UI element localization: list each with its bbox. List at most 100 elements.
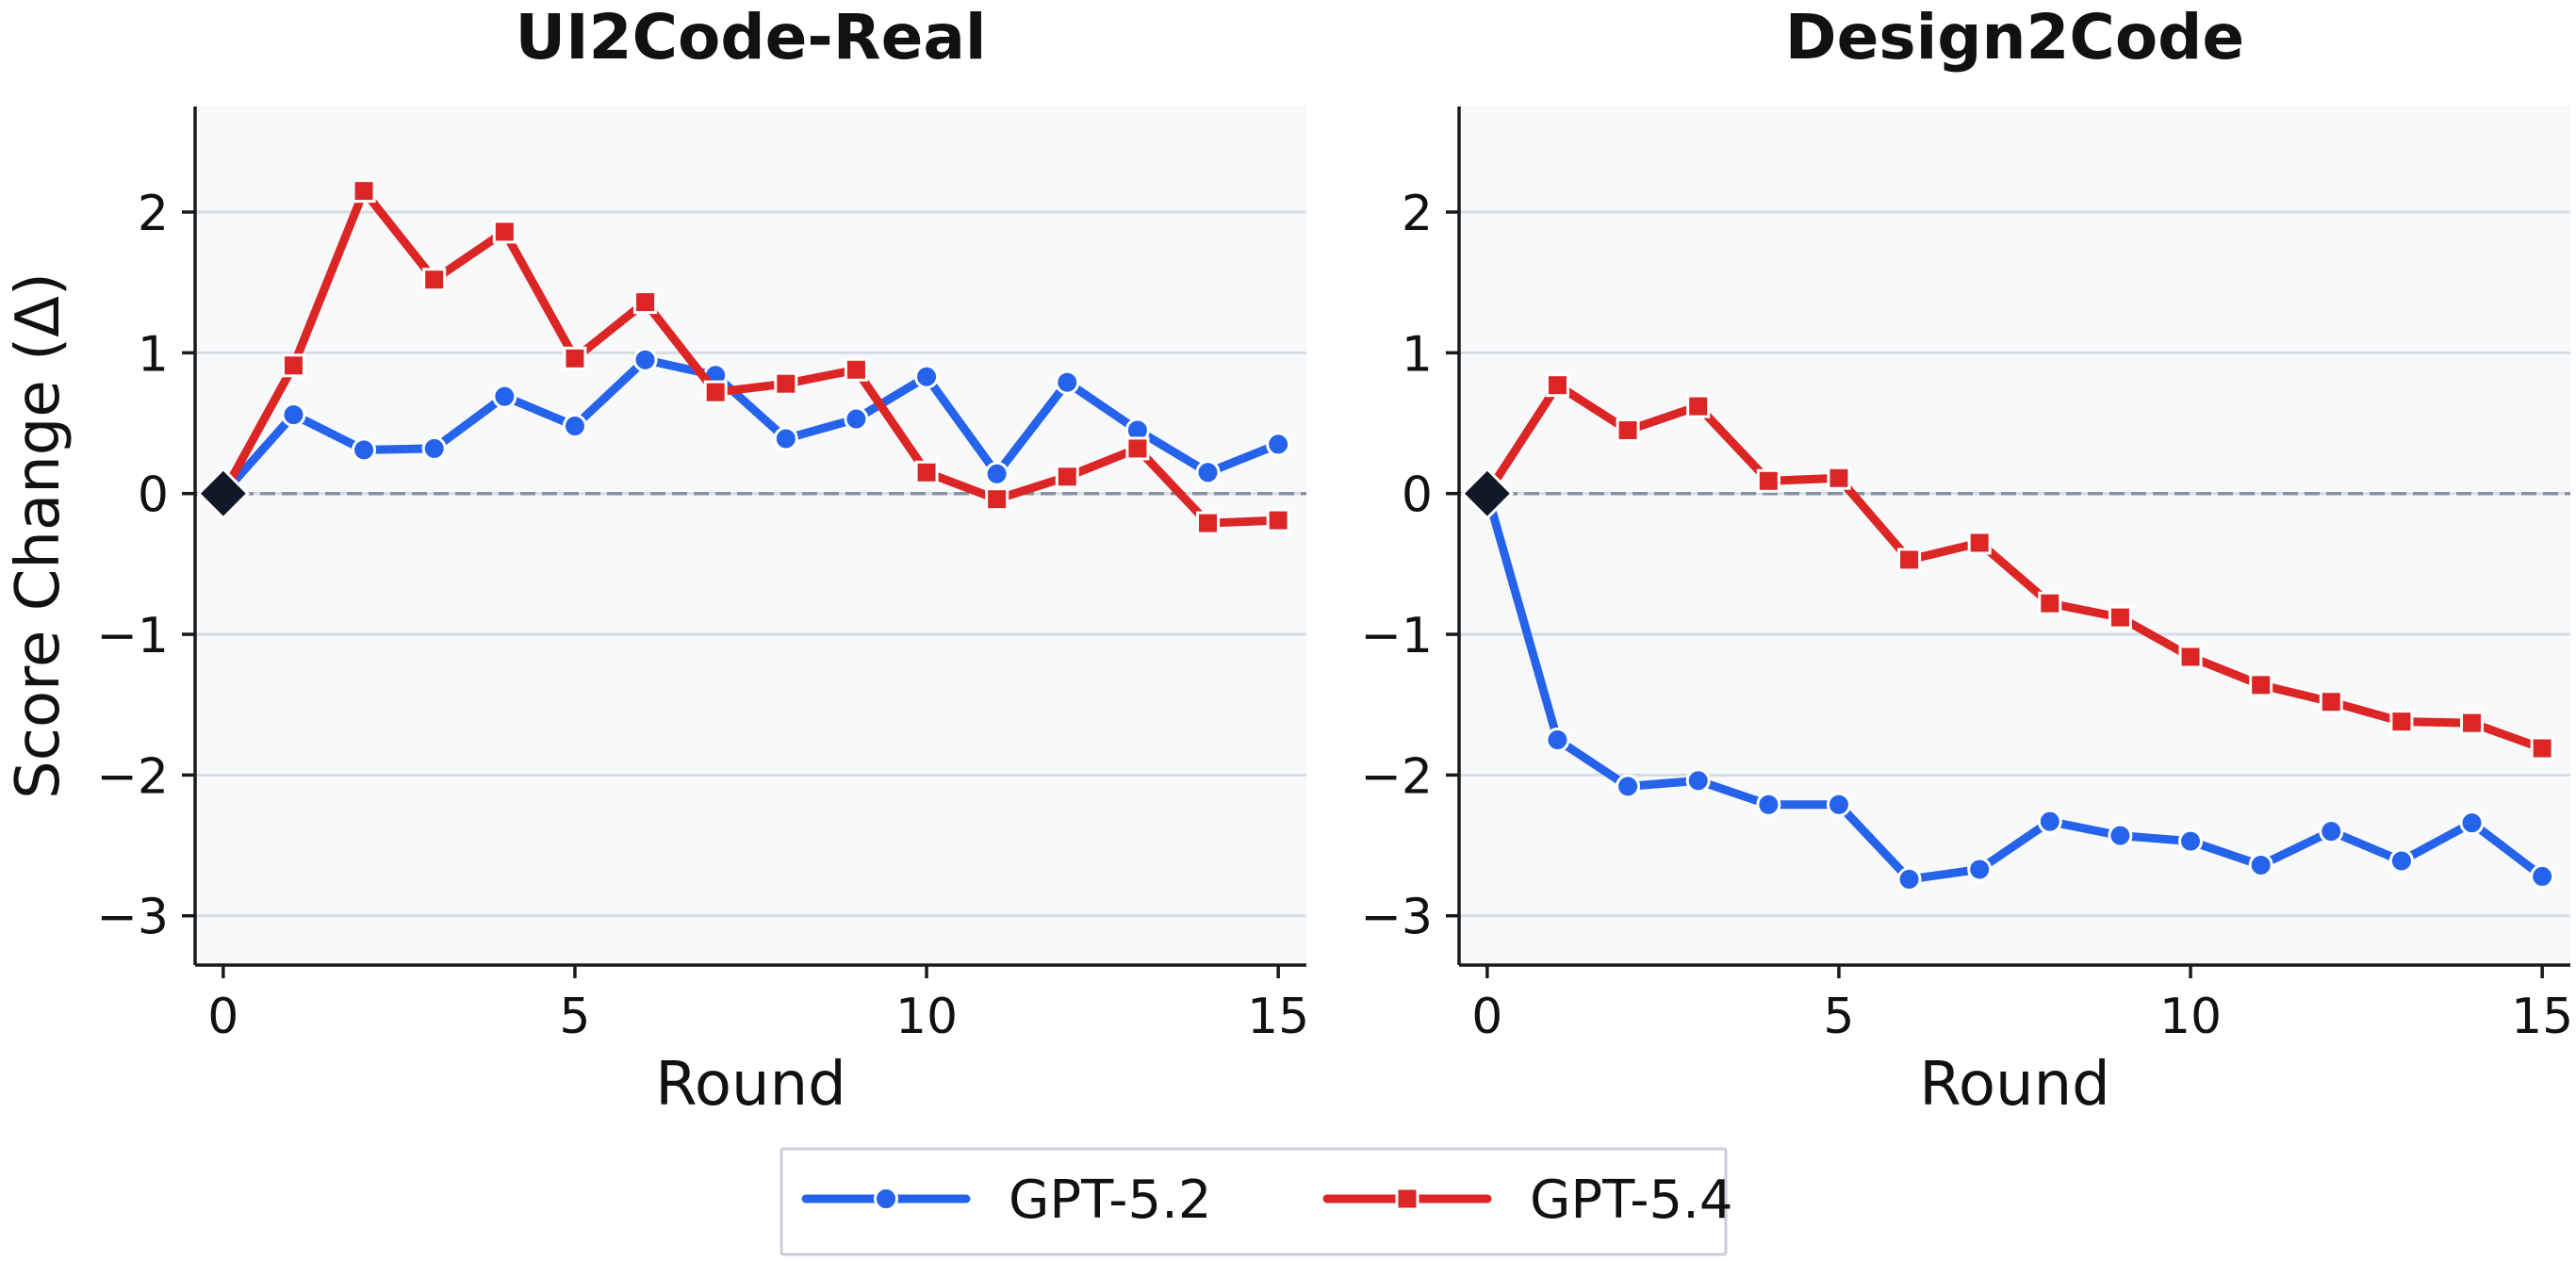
data-point-gpt-5-2 (1195, 460, 1221, 485)
data-point-gpt-5-2 (1055, 369, 1080, 395)
series-line-gpt-5-2 (219, 355, 1283, 499)
data-point-gpt-5-4 (352, 179, 376, 204)
data-point-gpt-5-4 (774, 371, 798, 396)
series-line-gpt-5-4 (1483, 381, 2547, 753)
data-point-gpt-5-2 (281, 402, 306, 428)
plot-area (195, 106, 1306, 965)
data-point-gpt-5-2 (2248, 852, 2273, 877)
data-point-gpt-5-4 (1897, 548, 1922, 572)
data-point-gpt-5-2 (1616, 774, 1641, 799)
y-axis-title: Score Change (Δ) (4, 272, 74, 799)
y-tick-label: −2 (1360, 748, 1433, 805)
data-point-gpt-5-2 (632, 347, 658, 372)
series-line-gpt-5-2 (1483, 489, 2547, 884)
legend-marker-gpt-5-4 (1395, 1187, 1419, 1211)
legend-marker-gpt-5-2 (874, 1187, 898, 1211)
data-point-gpt-5-2 (844, 406, 869, 432)
chart-title: UI2Code-Real (516, 1, 987, 74)
y-tick-label: −3 (1360, 890, 1433, 946)
data-point-gpt-5-2 (562, 414, 587, 439)
chart-title: Design2Code (1785, 1, 2244, 74)
x-tick-label: 15 (1247, 989, 1309, 1045)
x-axis-title: Round (1919, 1050, 2110, 1120)
data-point-gpt-5-4 (1545, 373, 1569, 398)
data-point-gpt-5-4 (1125, 436, 1150, 461)
start-marker (1460, 467, 1514, 520)
data-point-gpt-5-4 (492, 220, 517, 244)
y-tick-label: 1 (138, 326, 169, 383)
data-point-gpt-5-2 (2178, 828, 2204, 854)
data-point-gpt-5-4 (2319, 690, 2343, 714)
data-point-gpt-5-4 (985, 487, 1009, 512)
legend: GPT-5.2 GPT-5.4 (779, 1147, 1733, 1256)
plot-area (1459, 106, 2570, 965)
x-tick-label: 15 (2511, 989, 2573, 1045)
x-tick-label: 10 (895, 989, 958, 1045)
x-tick-label: 10 (2159, 989, 2222, 1045)
data-point-gpt-5-2 (1266, 432, 1291, 457)
data-point-gpt-5-4 (703, 380, 728, 404)
data-point-gpt-5-4 (1686, 394, 1711, 418)
data-point-gpt-5-4 (633, 290, 658, 315)
data-point-gpt-5-4 (1266, 508, 1290, 532)
y-tick-label: 2 (1402, 186, 1433, 242)
data-point-gpt-5-2 (492, 384, 517, 409)
legend-box (779, 1147, 1728, 1256)
data-point-gpt-5-4 (2038, 591, 2062, 615)
y-tick-label: −3 (96, 890, 169, 946)
data-point-gpt-5-2 (1756, 792, 1781, 817)
data-point-gpt-5-2 (421, 435, 447, 461)
x-tick-label: 0 (1471, 989, 1502, 1045)
data-point-gpt-5-4 (2389, 710, 2414, 734)
y-tick-label: 0 (1402, 467, 1433, 524)
chart-panel-2: −3 −2 −1 0 1 2 0 5 10 15 Design2Code Round (1360, 1, 2573, 1120)
data-point-gpt-5-4 (2460, 711, 2485, 735)
data-point-gpt-5-4 (2178, 645, 2203, 669)
x-tick-label: 0 (207, 989, 238, 1045)
x-tick-label: 5 (1823, 989, 1854, 1045)
data-point-gpt-5-2 (2530, 863, 2555, 889)
data-point-gpt-5-2 (1896, 866, 1922, 892)
data-point-gpt-5-2 (1826, 792, 1851, 817)
y-tick-label: 1 (1402, 326, 1433, 383)
data-point-gpt-5-4 (1196, 511, 1221, 535)
data-point-gpt-5-4 (1055, 465, 1079, 489)
data-point-gpt-5-2 (1685, 768, 1711, 794)
data-point-gpt-5-4 (2530, 736, 2554, 761)
data-point-gpt-5-2 (2388, 848, 2414, 874)
chart-panel-1: −3 −2 −1 0 1 2 0 5 10 15 UI2Code-Real Round Score Ch… (4, 1, 1309, 1120)
y-tick-label: −2 (96, 748, 169, 805)
data-point-gpt-5-2 (1967, 857, 1993, 882)
y-tick-label: −1 (1360, 608, 1433, 664)
legend-label-gpt-5-4: GPT-5.4 (1530, 1170, 1733, 1231)
start-marker (196, 467, 250, 520)
legend-label-gpt-5-2: GPT-5.2 (1009, 1170, 1212, 1231)
x-axis-title: Round (655, 1050, 846, 1120)
data-point-gpt-5-4 (1616, 418, 1640, 442)
data-point-gpt-5-4 (914, 460, 939, 484)
data-point-gpt-5-2 (2037, 809, 2062, 834)
data-point-gpt-5-2 (914, 364, 940, 389)
data-point-gpt-5-2 (773, 426, 798, 451)
data-point-gpt-5-4 (1827, 466, 1851, 490)
data-point-gpt-5-4 (844, 357, 868, 382)
y-tick-label: −1 (96, 608, 169, 664)
data-point-gpt-5-4 (281, 353, 305, 378)
data-point-gpt-5-4 (1967, 531, 1992, 555)
data-point-gpt-5-4 (563, 346, 587, 370)
data-point-gpt-5-2 (1545, 728, 1570, 753)
data-point-gpt-5-4 (2249, 673, 2273, 697)
y-tick-label: 2 (138, 186, 169, 242)
data-point-gpt-5-4 (422, 268, 447, 292)
data-point-gpt-5-2 (2319, 819, 2344, 844)
series-line-gpt-5-4 (219, 187, 1283, 528)
y-tick-label: 0 (138, 467, 169, 524)
data-point-gpt-5-2 (352, 437, 377, 463)
data-point-gpt-5-4 (2108, 605, 2132, 630)
data-point-gpt-5-2 (984, 461, 1009, 486)
x-tick-label: 5 (559, 989, 590, 1045)
data-point-gpt-5-4 (1756, 468, 1780, 493)
data-point-gpt-5-2 (2108, 823, 2133, 848)
data-point-gpt-5-2 (2459, 811, 2485, 836)
